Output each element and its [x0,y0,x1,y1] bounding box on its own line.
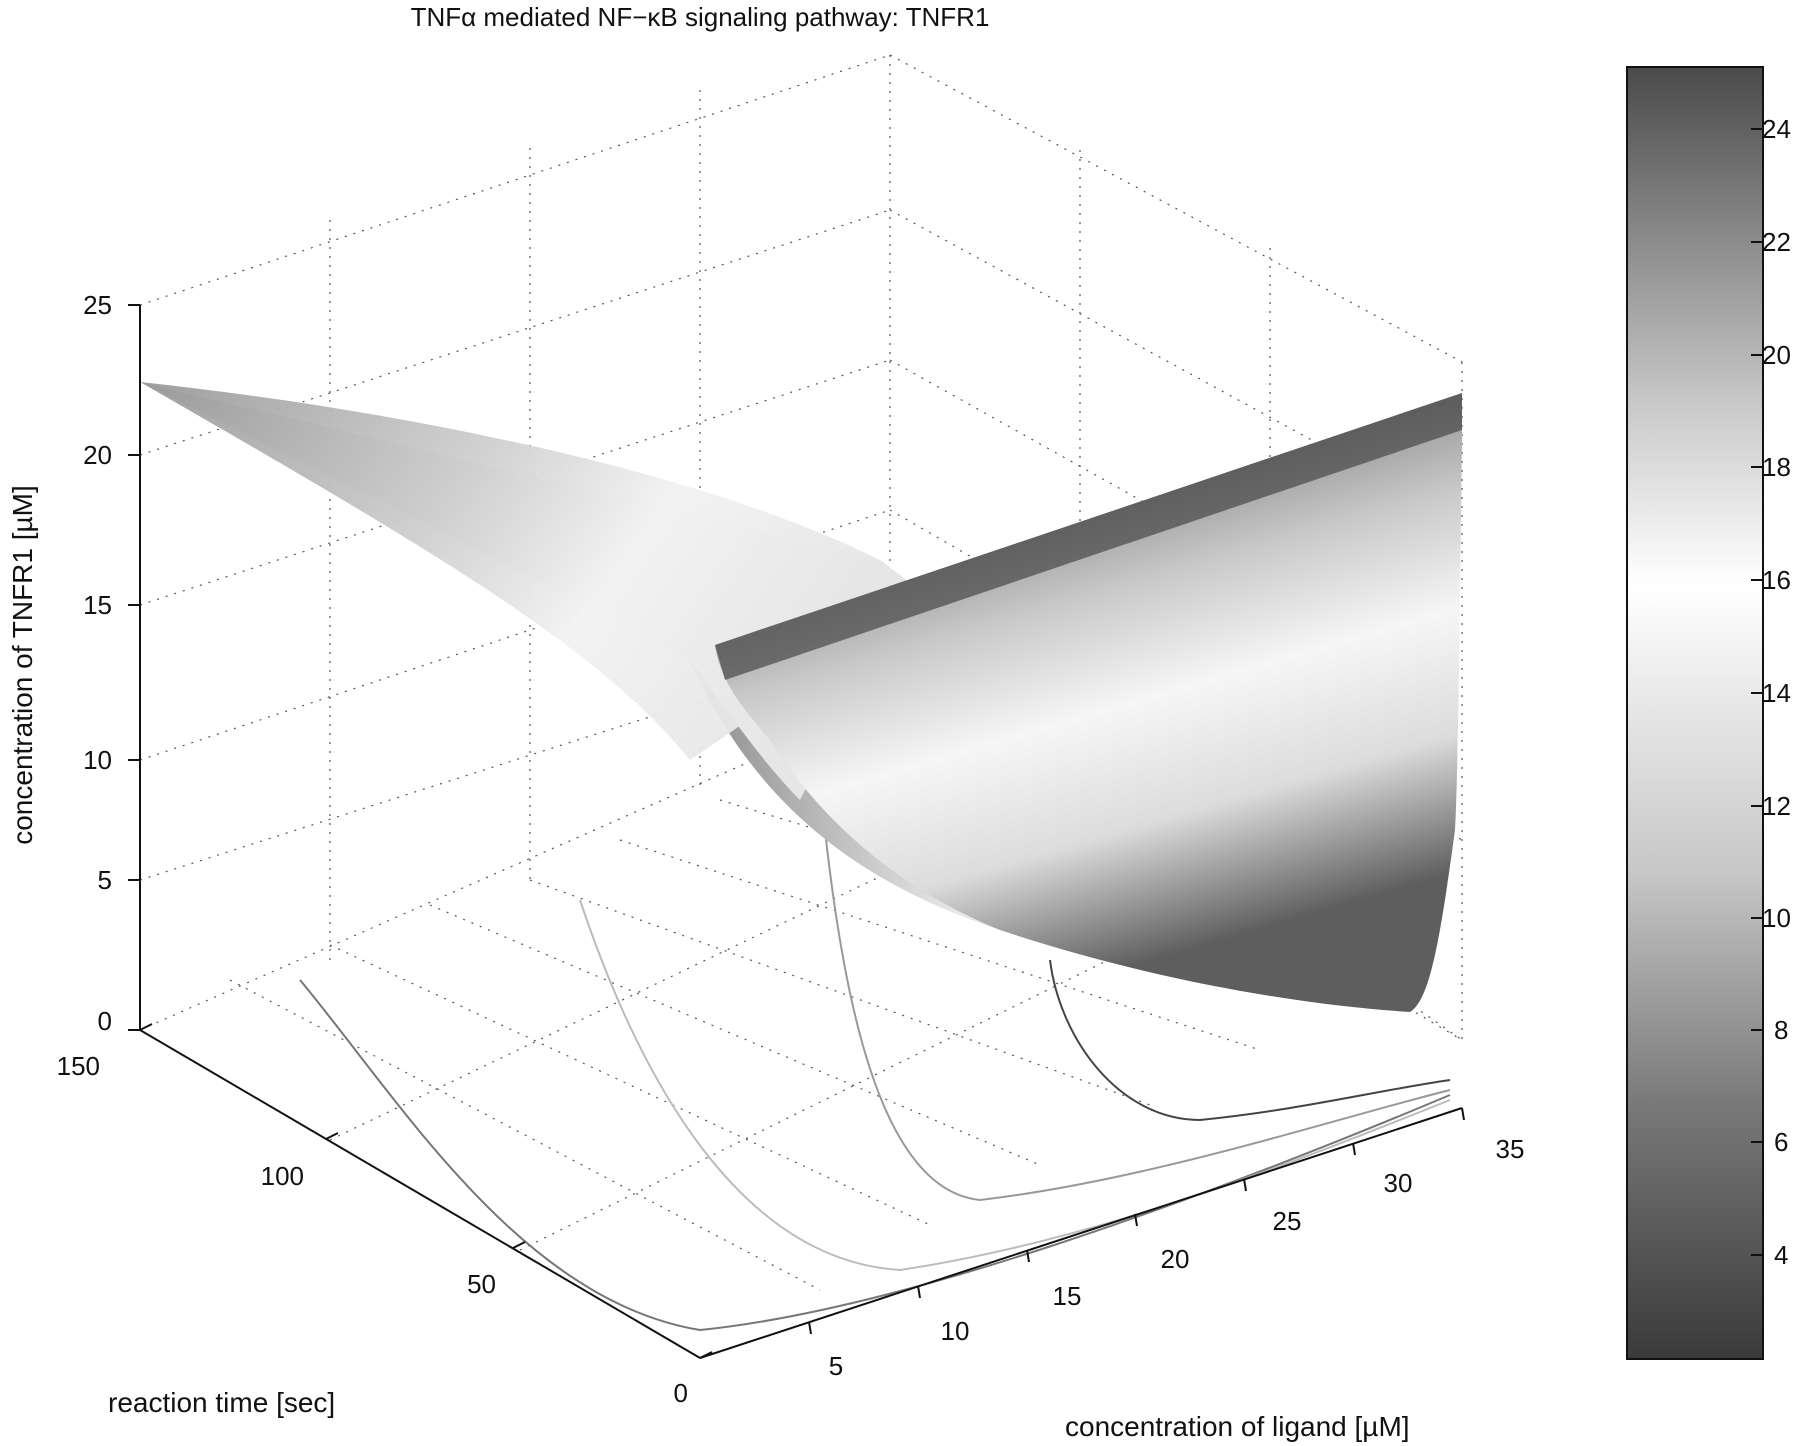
colorbar-tick-label: 22 [1762,227,1791,257]
x-tick-label: 25 [1273,1206,1302,1236]
y-tick-label: 50 [467,1269,496,1299]
z-tick-label: 25 [83,290,112,320]
colorbar-tick-label: 8 [1774,1015,1788,1045]
colorbar-tick-marks [1751,128,1763,1256]
x-tick-label: 30 [1384,1168,1413,1198]
tnfr1-surface [140,382,1462,1012]
colorbar-tick-label: 16 [1762,565,1791,595]
y-axis-label: reaction time [sec] [108,1387,335,1418]
z-tick-label: 10 [83,745,112,775]
tick-marks [128,304,1465,1359]
x-tick-label: 10 [941,1316,970,1346]
colorbar-tick-label: 4 [1774,1240,1788,1270]
colorbar-tick-label: 24 [1762,114,1791,144]
x-tick-label: 15 [1053,1281,1082,1311]
colorbar-tick-label: 20 [1762,340,1791,370]
colorbar-tick-label: 18 [1762,452,1791,482]
y-tick-label: 100 [261,1161,304,1191]
colorbar-tick-label: 6 [1774,1127,1788,1157]
y-axis-line [139,1029,701,1359]
y-tick-label: 0 [674,1378,688,1408]
surface-right-sheet [715,393,1462,1012]
chart-title: TNFα mediated NF−κB signaling pathway: T… [411,2,990,32]
colorbar-tick-label: 12 [1762,791,1791,821]
colorbar-tick-label: 10 [1762,903,1791,933]
y-tick-label: 150 [57,1051,100,1081]
axes [139,305,1463,1359]
x-tick-labels: 5 10 15 20 25 30 35 [829,1134,1525,1381]
z-tick-label: 15 [83,590,112,620]
z-tick-label: 20 [83,440,112,470]
z-tick-labels: 25 20 15 10 5 0 [83,290,112,1036]
x-tick-label: 35 [1496,1134,1525,1164]
z-tick-label: 0 [98,1006,112,1036]
surface-right-shadow [715,393,1462,680]
x-tick-label: 5 [829,1351,843,1381]
z-axis-label: concentration of TNFR1 [µM] [7,485,38,845]
x-axis-label: concentration of ligand [µM] [1065,1411,1410,1442]
y-tick-labels: 150 100 50 0 [57,1051,688,1408]
x-tick-label: 20 [1161,1244,1190,1274]
x-axis-line [699,1107,1463,1359]
colorbar-gradient [1626,66,1764,1360]
colorbar-tick-labels: 4 6 8 10 12 14 16 18 20 22 24 [1762,114,1791,1270]
colorbar-tick-label: 14 [1762,678,1791,708]
z-tick-label: 5 [98,865,112,895]
colorbar: 4 6 8 10 12 14 16 18 20 22 24 [1626,66,1791,1360]
